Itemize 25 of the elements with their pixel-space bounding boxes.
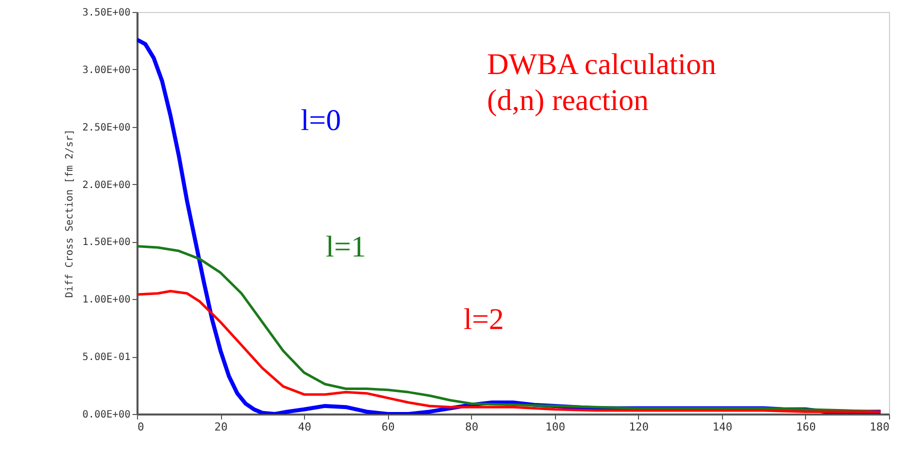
x-tick-label: 100 — [545, 420, 566, 434]
x-tick-label: 180 — [870, 420, 890, 434]
y-tick-label: 3.50E+00 — [82, 8, 130, 18]
y-tick-label: 1.50E+00 — [82, 237, 130, 248]
x-tick-label: 120 — [628, 420, 649, 434]
x-tick-label: 0 — [138, 420, 144, 434]
y-tick-label: 0.00E+00 — [82, 410, 130, 420]
x-tick-label: 40 — [298, 420, 312, 434]
y-tick-label: 3.00E+00 — [82, 64, 130, 76]
annotation: DWBA calculation — [487, 48, 716, 81]
y-tick-label: 5.00E-01 — [82, 352, 130, 364]
x-tick-label: 140 — [712, 420, 732, 434]
y-axis-title: Diff Cross Section [fm 2/sr] — [64, 129, 76, 298]
x-tick-label: 60 — [382, 420, 395, 434]
y-tick-label: 2.00E+00 — [82, 180, 130, 191]
x-tick-label: 20 — [214, 420, 228, 434]
y-tick-label: 2.50E+00 — [82, 122, 130, 134]
x-tick-label: 80 — [465, 420, 478, 434]
x-tick-label: 160 — [796, 420, 816, 434]
text: l=0 — [300, 104, 341, 138]
y-tick-label: 1.00E+00 — [82, 294, 130, 306]
line-series — [137, 290, 882, 413]
annotation: (d,n) reaction — [487, 84, 649, 117]
text: l=2 — [464, 302, 504, 336]
text: l=1 — [326, 230, 366, 264]
